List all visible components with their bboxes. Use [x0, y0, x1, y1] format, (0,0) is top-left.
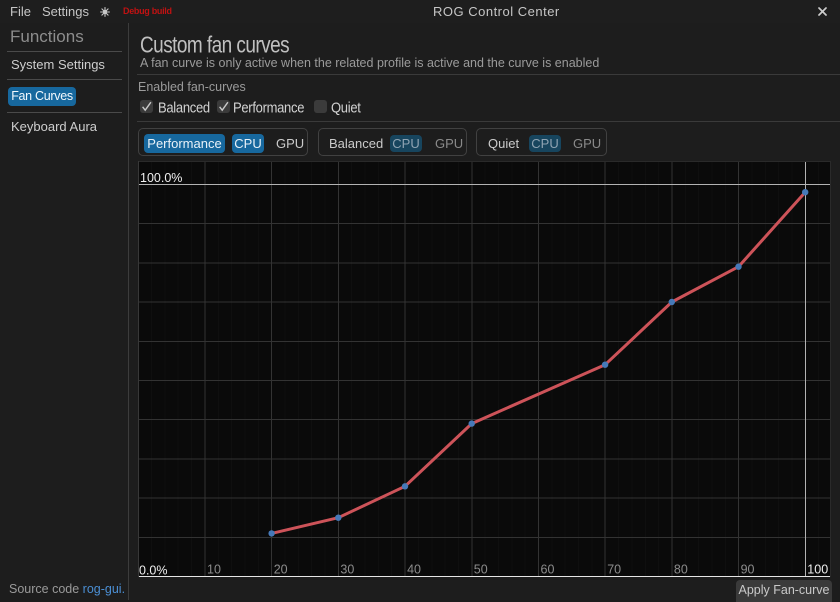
- svg-text:30: 30: [340, 563, 354, 577]
- svg-text:100: 100: [807, 563, 828, 577]
- svg-text:10: 10: [207, 563, 221, 577]
- svg-text:20: 20: [274, 563, 288, 577]
- svg-text:40: 40: [407, 563, 421, 577]
- svg-text:60: 60: [541, 563, 555, 577]
- svg-text:80: 80: [674, 563, 688, 577]
- svg-text:100.0%: 100.0%: [140, 171, 182, 185]
- svg-text:70: 70: [607, 563, 621, 577]
- svg-text:0.0%: 0.0%: [139, 564, 168, 578]
- svg-text:50: 50: [474, 563, 488, 577]
- svg-text:90: 90: [741, 563, 755, 577]
